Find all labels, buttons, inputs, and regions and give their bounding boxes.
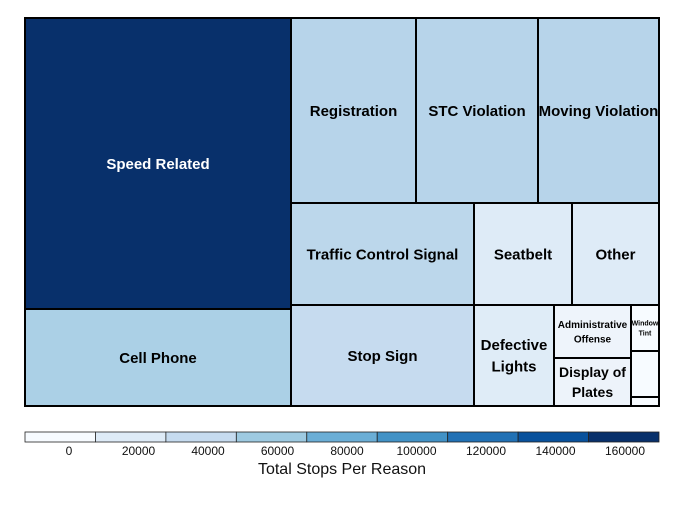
colorbar-segment: [24, 431, 96, 443]
colorbar-segment: [235, 431, 308, 443]
tile-label: Plates: [572, 384, 613, 400]
tile-label: Tint: [639, 331, 652, 338]
tile-label: Speed Related: [106, 156, 209, 173]
tile-rect: [290, 17, 417, 204]
colorbar-segment: [95, 431, 167, 443]
tile-label: Administrative: [558, 320, 628, 331]
colorbar-segment: [165, 431, 237, 443]
tile-registration: Registration: [290, 17, 417, 204]
colorbar-tick-label: 20000: [122, 444, 156, 458]
colorbar-title: Total Stops Per Reason: [258, 461, 426, 478]
tile-rect: [24, 308, 292, 407]
tile-rect: [473, 304, 555, 407]
tile-unlabeled-13: [630, 350, 660, 398]
tile-label: Cell Phone: [119, 350, 197, 367]
tile-rect: [553, 304, 632, 359]
tile-moving-violation: Moving Violation: [537, 17, 660, 204]
tile-rect: [415, 17, 539, 204]
colorbar-tick-label: 40000: [191, 444, 225, 458]
tile-defective-lights: Defective Lights: [473, 304, 555, 407]
tile-cell-phone: Cell Phone: [24, 308, 292, 407]
tile-speed-related: Speed Related: [24, 17, 292, 310]
tile-rect: [630, 304, 660, 352]
tile-rect: [290, 304, 475, 407]
tile-label: Display of: [559, 364, 626, 380]
colorbar-tick-label: 0: [66, 444, 73, 458]
colorbar-tick-label: 100000: [396, 444, 436, 458]
tile-unlabeled-14: [630, 396, 660, 407]
colorbar-tick-label: 140000: [535, 444, 575, 458]
colorbar: 0 20000 40000 60000 80000 100000 120000 140000 1…: [24, 431, 660, 458]
colorbar-segment: [447, 431, 519, 443]
tile-label: Seatbelt: [494, 246, 552, 263]
tile-label: Moving Violation: [539, 103, 659, 120]
colorbar-tick-label: 80000: [330, 444, 364, 458]
colorbar-tick-label: 160000: [605, 444, 645, 458]
tile-rect: [537, 17, 660, 204]
tile-label: Lights: [492, 359, 537, 376]
tile-rect: [473, 202, 573, 306]
treemap-tiles: Speed Related Cell Phone Registration STC V…: [24, 17, 660, 407]
colorbar-segment: [588, 431, 660, 443]
tile-display-of-plates: Display of Plates: [553, 357, 632, 407]
colorbar-tick-label: 120000: [466, 444, 506, 458]
tile-stc-violation: STC Violation: [415, 17, 539, 204]
tile-label: Offense: [574, 334, 612, 345]
tile-label: Traffic Control Signal: [307, 246, 459, 263]
tile-rect: [630, 350, 660, 398]
tile-label: Registration: [310, 103, 398, 120]
tile-stop-sign: Stop Sign: [290, 304, 475, 407]
tile-rect: [630, 396, 660, 407]
colorbar-tick-label: 60000: [261, 444, 295, 458]
colorbar-segment: [306, 431, 378, 443]
tile-label: Other: [595, 246, 635, 263]
tile-label: Window: [632, 320, 659, 327]
tile-other: Other: [571, 202, 660, 306]
tile-rect: [553, 357, 632, 407]
tile-administrative-offense: Administrative Offense: [553, 304, 632, 359]
tile-rect: [24, 17, 292, 310]
tile-window-tint: Window Tint: [630, 304, 660, 352]
tile-seatbelt: Seatbelt: [473, 202, 573, 306]
tile-rect: [290, 202, 475, 306]
tile-traffic-control-signal: Traffic Control Signal: [290, 202, 475, 306]
tile-label: STC Violation: [428, 103, 525, 120]
tile-label: Defective: [481, 337, 548, 354]
colorbar-segment: [376, 431, 449, 443]
colorbar-segment: [517, 431, 589, 443]
tile-label: Stop Sign: [348, 348, 418, 365]
